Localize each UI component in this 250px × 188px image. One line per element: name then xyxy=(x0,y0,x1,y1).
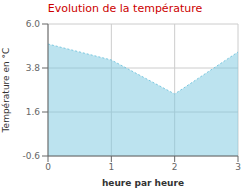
svg-text:6.0: 6.0 xyxy=(26,19,41,29)
svg-text:-0.6: -0.6 xyxy=(22,151,40,161)
svg-text:3.8: 3.8 xyxy=(26,63,41,73)
svg-text:Température en °C: Température en °C xyxy=(8,48,11,134)
svg-text:2: 2 xyxy=(172,162,178,172)
svg-text:heure par heure: heure par heure xyxy=(102,178,184,188)
svg-text:3: 3 xyxy=(235,162,241,172)
svg-text:0: 0 xyxy=(45,162,51,172)
svg-text:1: 1 xyxy=(108,162,114,172)
html-text:Evolution de la température: Evolution de la température xyxy=(47,2,203,15)
svg-text:1.6: 1.6 xyxy=(26,107,41,117)
